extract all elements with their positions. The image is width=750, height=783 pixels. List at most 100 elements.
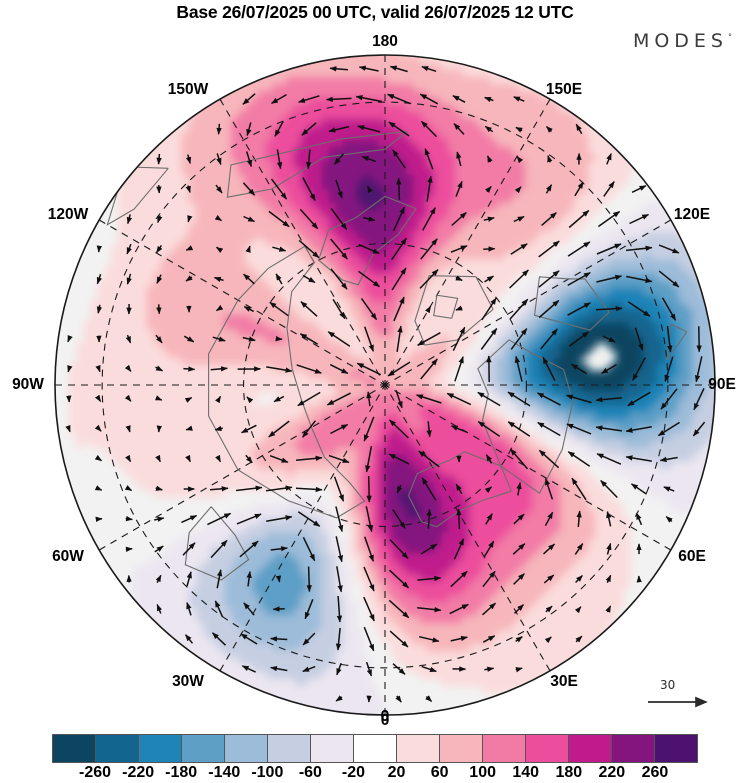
wind-arrow (665, 516, 673, 523)
wind-arrow (209, 486, 229, 492)
colorbar-cell[interactable] (483, 735, 526, 762)
wind-arrow (214, 214, 223, 222)
wind-arrow (513, 604, 525, 614)
wind-arrow (395, 695, 402, 703)
colorbar-cell[interactable] (139, 735, 182, 762)
colorbar-tick-label: 140 (512, 764, 540, 781)
wind-arrow (302, 536, 316, 562)
colorbar-tick-label: -260 (79, 764, 112, 781)
wind-arrow (595, 425, 623, 432)
wind-arrow (484, 275, 495, 283)
colorbar-cell[interactable] (53, 735, 96, 762)
lon-label-150w: 150W (167, 81, 209, 98)
wind-arrow (485, 454, 493, 464)
wind-arrow (96, 274, 102, 285)
colorbar-cell[interactable] (440, 735, 483, 762)
wind-arrow (600, 363, 617, 375)
colorbar-cell[interactable] (225, 735, 268, 762)
wind-arrow (574, 606, 582, 614)
colorbar-cell[interactable] (354, 735, 397, 762)
wind-arrow (185, 454, 191, 463)
wind-arrow (597, 210, 621, 228)
wind-arrow (596, 274, 623, 283)
wind-arrow (185, 425, 193, 431)
wind-arrow (389, 65, 408, 73)
colorbar-cell[interactable] (268, 735, 311, 762)
colorbar-tick-label: -60 (298, 764, 322, 781)
wind-arrow (396, 325, 403, 353)
colorbar-cell[interactable] (96, 735, 139, 762)
colorbar-tick-label: -220 (122, 764, 155, 781)
colorbar-cell[interactable] (612, 735, 655, 762)
wind-arrow (216, 153, 222, 166)
colorbar-tick-label: 20 (387, 764, 406, 781)
wind-arrow (239, 540, 259, 558)
wind-arrow (328, 125, 350, 133)
wind-arrow (509, 448, 529, 470)
wind-arrow (422, 207, 436, 231)
wind-arrow (185, 185, 191, 193)
lon-label-30w: 30W (172, 673, 204, 690)
wind-arrow (567, 302, 591, 316)
colorbar-tick-label: -20 (341, 764, 366, 781)
wind-arrow (94, 394, 102, 403)
map-canvas[interactable] (0, 0, 750, 720)
wind-arrow (417, 332, 441, 346)
wind-arrow (156, 425, 163, 433)
wind-arrow (155, 574, 162, 584)
wind-arrow (330, 268, 348, 290)
wind-arrow (207, 512, 232, 526)
modes-logo-text: MODES (632, 30, 728, 52)
wind-arrow (366, 391, 372, 407)
wind-arrow (666, 326, 673, 353)
wind-arrow (392, 206, 406, 232)
wind-arrow (243, 305, 255, 313)
wind-arrow (602, 335, 616, 343)
wind-arrow (632, 357, 646, 381)
contour-band (321, 139, 449, 554)
colorbar-cell[interactable] (397, 735, 440, 762)
wind-arrow (627, 391, 651, 407)
wind-arrow (391, 237, 407, 261)
wind-arrow (270, 93, 287, 105)
wind-arrow (603, 181, 615, 197)
wind-arrow (387, 93, 411, 105)
colorbar-cell[interactable] (311, 735, 354, 762)
wind-arrow (243, 215, 256, 223)
wind-arrow (240, 633, 258, 645)
wind-arrow (275, 335, 283, 342)
wind-arrow (425, 695, 433, 703)
colorbar-tick-label: -180 (165, 764, 198, 781)
wind-arrow (125, 425, 131, 433)
wind-arrow (236, 513, 262, 525)
wind-arrow (156, 274, 163, 284)
colorbar-cells[interactable] (52, 734, 698, 763)
modes-logo-mark: ° (728, 32, 732, 42)
wind-arrow (484, 666, 495, 672)
colorbar-cell[interactable] (569, 735, 612, 762)
wind-arrow (388, 569, 410, 589)
wind-arrow (95, 516, 103, 523)
wind-arrow (631, 185, 647, 193)
polar-map[interactable]: 180 150W 120W 90W 60W 30W 0 30E 60E 90E 120E 150E (0, 0, 750, 729)
colorbar-cell[interactable] (182, 735, 225, 762)
wind-arrow (417, 575, 442, 582)
wind-arrow (631, 483, 647, 495)
wind-arrow (605, 605, 612, 613)
wind-arrow (156, 603, 163, 614)
wind-arrow (301, 122, 317, 136)
wind-arrow (336, 662, 342, 676)
colorbar-cell[interactable] (526, 735, 569, 762)
wind-arrow (157, 215, 163, 224)
wind-arrow (125, 334, 132, 344)
wind-arrow (634, 327, 644, 351)
colorbar[interactable]: 0 -260 -220 -180 -140 -100 -60 -20 20 60 100 140 18… (0, 708, 750, 783)
wind-arrow (184, 634, 194, 644)
wind-vectors (65, 65, 706, 703)
wind-arrow (693, 387, 705, 411)
wind-arrow (187, 215, 193, 223)
wind-arrow (574, 543, 584, 555)
wind-arrow (606, 153, 612, 165)
colorbar-cell[interactable] (655, 735, 697, 762)
wind-arrow (388, 453, 410, 465)
